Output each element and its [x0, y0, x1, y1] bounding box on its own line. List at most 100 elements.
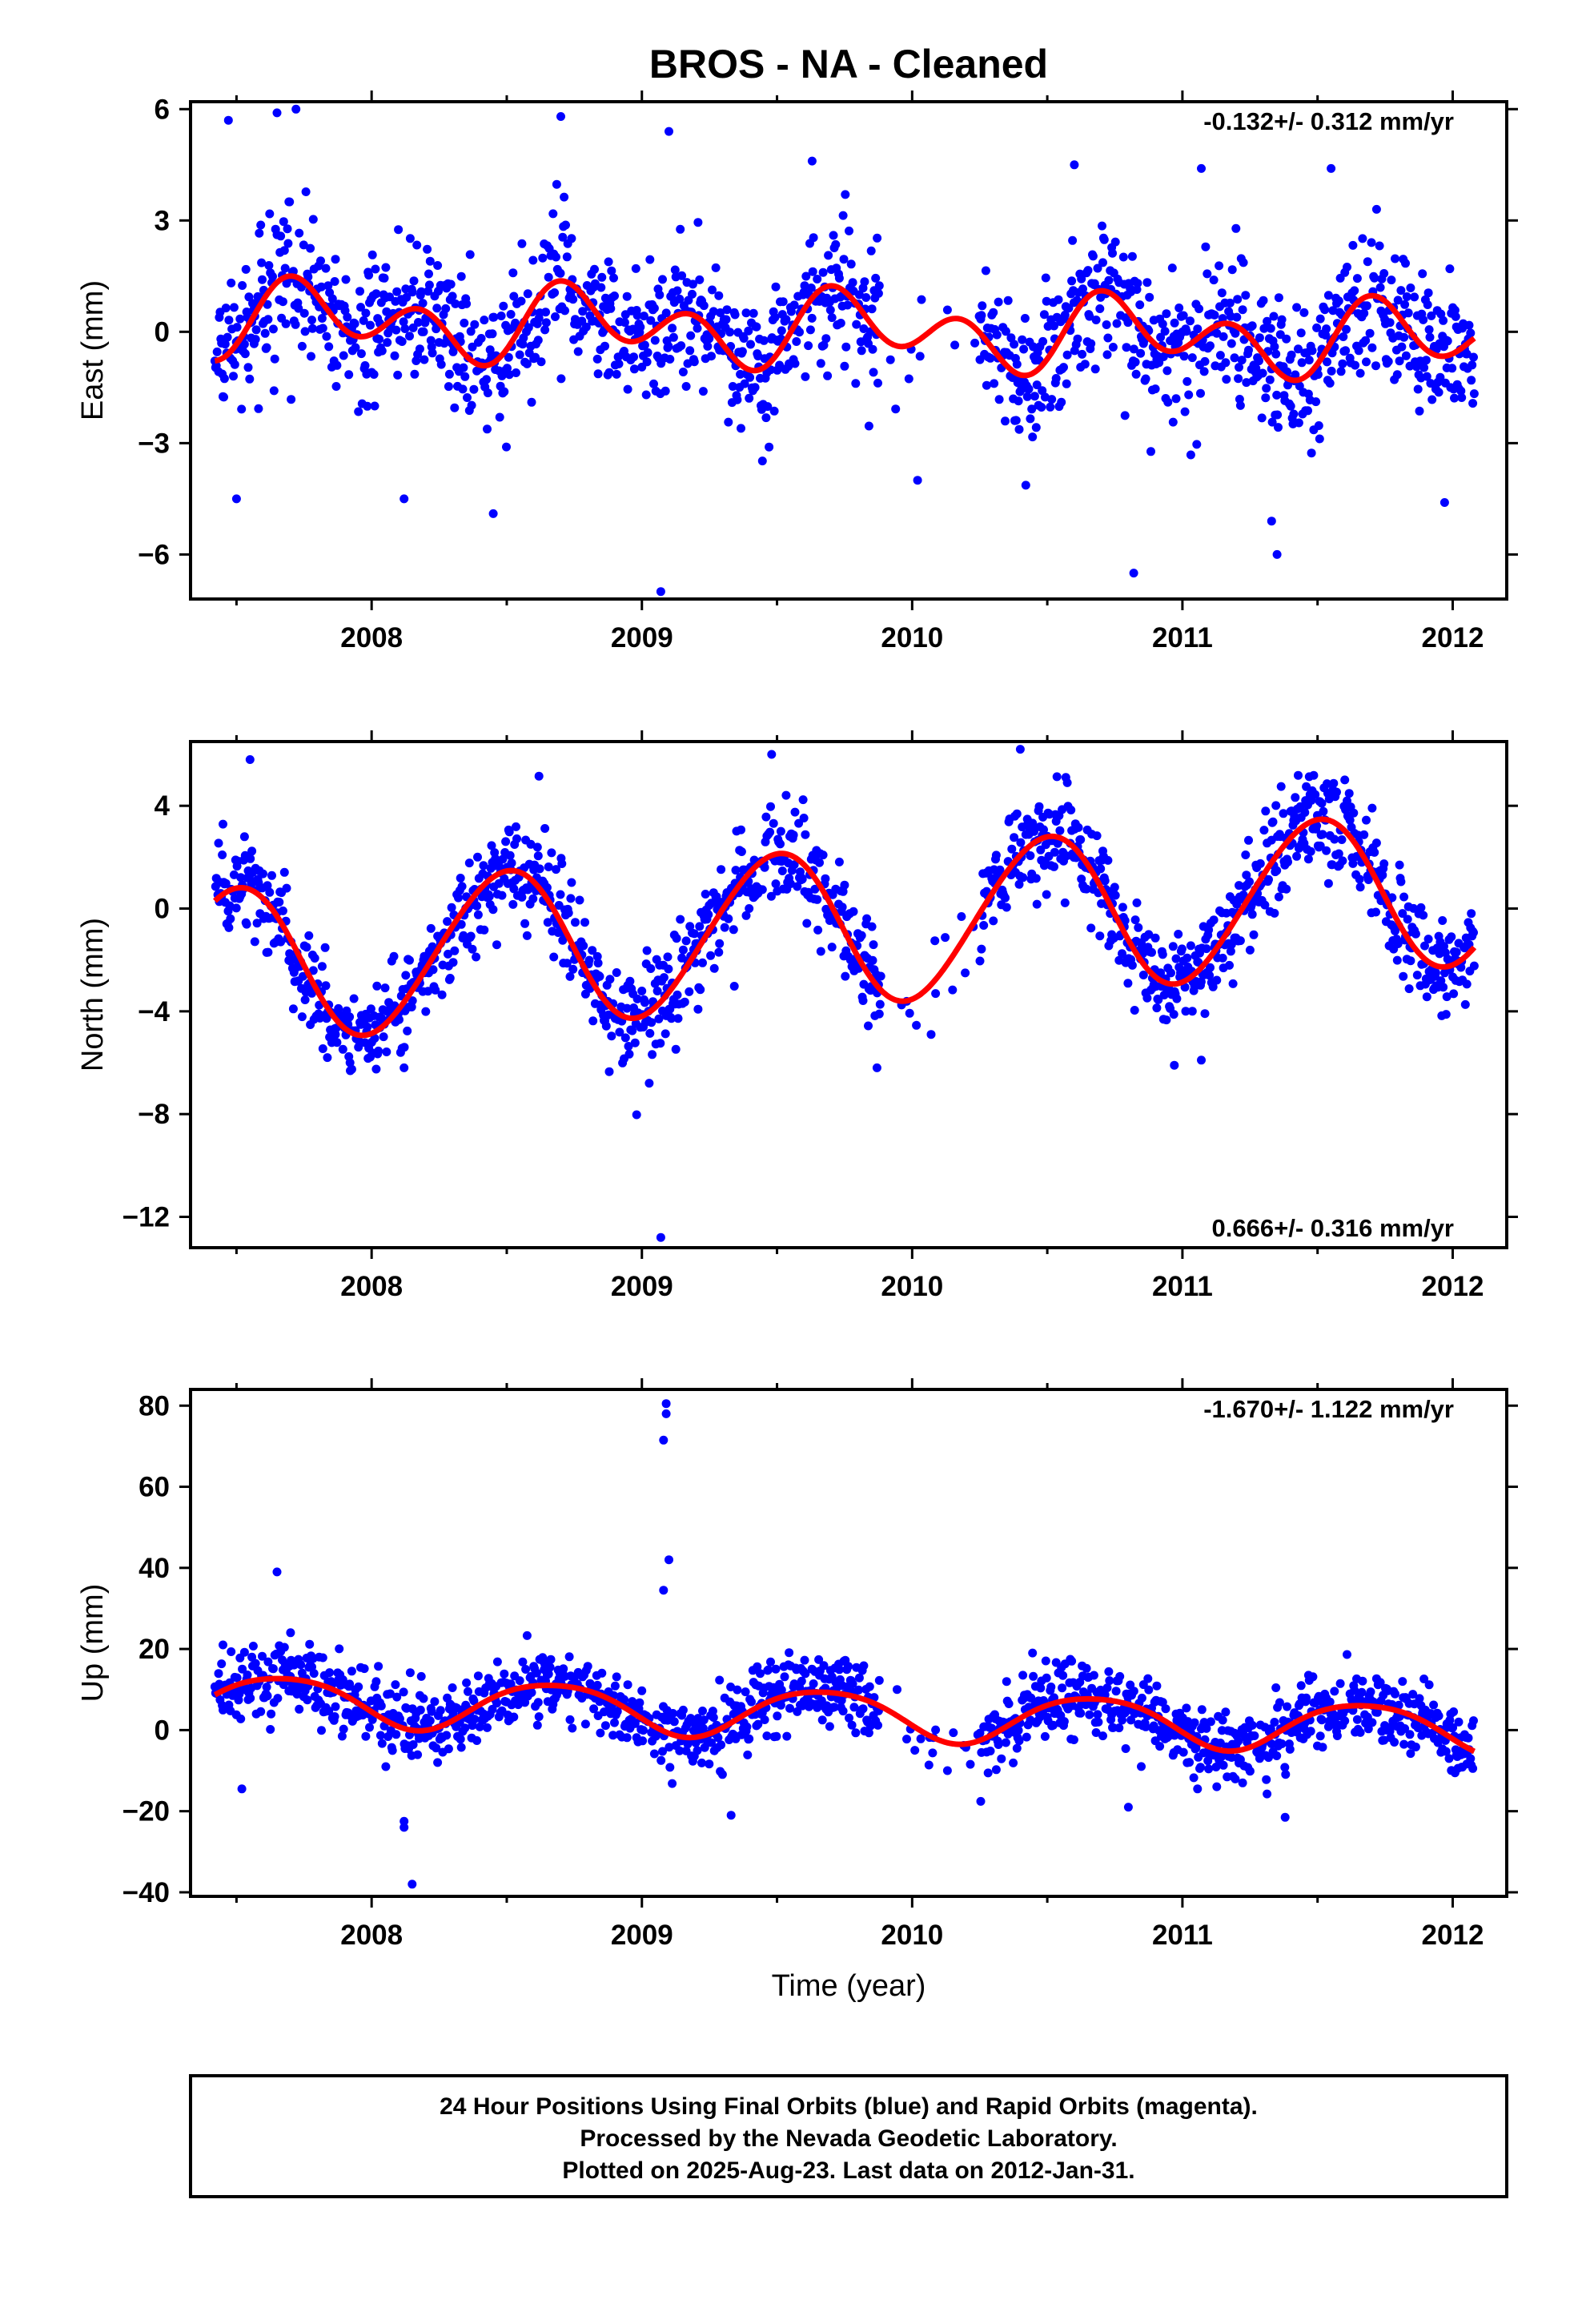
data-point: [566, 894, 576, 903]
data-point: [785, 1703, 794, 1713]
plot-frame: [189, 1388, 1508, 1898]
data-point: [527, 397, 536, 407]
data-point: [383, 338, 392, 348]
data-point: [295, 1704, 304, 1714]
data-point: [1242, 378, 1251, 388]
data-point: [762, 1731, 772, 1741]
data-point: [1249, 930, 1259, 939]
data-point: [483, 424, 492, 434]
data-point: [1062, 350, 1072, 360]
data-point: [497, 891, 507, 900]
data-point: [303, 272, 313, 282]
data-point: [1423, 288, 1433, 298]
data-point: [470, 320, 480, 329]
data-point: [1332, 1731, 1342, 1740]
data-point: [1222, 375, 1231, 384]
data-point: [1100, 876, 1110, 886]
data-point: [1215, 261, 1224, 271]
data-point: [831, 239, 841, 249]
data-point: [1103, 333, 1113, 343]
data-point: [1182, 376, 1192, 386]
data-point: [1404, 984, 1414, 994]
data-point: [876, 971, 885, 981]
data-point: [671, 1044, 681, 1054]
data-point: [1274, 892, 1283, 902]
data-point: [1118, 252, 1128, 262]
data-point: [902, 1735, 911, 1744]
data-point: [588, 1016, 598, 1026]
data-point: [625, 976, 635, 986]
data-point: [1294, 770, 1303, 780]
data-point: [238, 1664, 247, 1674]
data-point: [527, 1688, 536, 1697]
data-point: [1085, 1710, 1094, 1719]
data-point: [689, 929, 699, 939]
data-point: [1193, 1784, 1203, 1794]
data-point: [450, 403, 460, 412]
data-point: [623, 384, 632, 394]
data-point: [766, 802, 775, 811]
data-point: [484, 891, 494, 901]
data-point: [685, 987, 694, 996]
data-point: [323, 1053, 332, 1063]
data-point: [1027, 404, 1037, 414]
data-point: [507, 858, 516, 868]
data-point: [268, 1664, 278, 1674]
data-point: [466, 327, 476, 336]
data-point: [609, 273, 618, 283]
data-point: [845, 1713, 853, 1723]
data-point: [642, 946, 652, 955]
data-point: [1247, 910, 1257, 919]
data-point: [400, 324, 410, 333]
data-point: [1241, 291, 1251, 300]
data-point: [656, 1755, 666, 1765]
data-point: [1126, 1715, 1136, 1725]
data-point: [325, 1668, 335, 1678]
data-point: [580, 918, 589, 927]
y-tick-label: 80: [139, 1390, 170, 1421]
data-point: [1312, 323, 1322, 332]
data-point: [1272, 1751, 1282, 1760]
data-point: [433, 1758, 443, 1767]
data-point: [773, 1711, 782, 1721]
data-point: [632, 1110, 641, 1120]
data-point: [764, 1665, 773, 1675]
data-point: [1127, 251, 1137, 261]
data-point: [1406, 956, 1415, 966]
data-point: [1387, 275, 1396, 285]
data-point: [1451, 312, 1460, 321]
data-point: [567, 878, 576, 887]
data-point: [1296, 328, 1306, 338]
data-point: [665, 1743, 674, 1752]
data-point: [259, 869, 267, 879]
data-point: [265, 209, 275, 219]
data-point: [339, 1724, 348, 1734]
data-point: [1318, 830, 1327, 839]
data-point: [405, 955, 414, 965]
data-point: [976, 1796, 986, 1806]
data-point: [1334, 296, 1343, 306]
data-point: [1228, 979, 1238, 988]
data-point: [1340, 775, 1350, 785]
data-point: [1260, 900, 1270, 910]
data-point: [1421, 356, 1431, 365]
data-point: [509, 884, 519, 894]
data-point: [1271, 349, 1281, 359]
data-point: [279, 867, 289, 877]
data-point: [864, 421, 873, 431]
data-point: [1468, 1763, 1478, 1773]
data-point: [790, 359, 800, 368]
outlier-point: [872, 1063, 881, 1072]
data-point: [1244, 835, 1253, 845]
data-point: [668, 1779, 677, 1788]
data-point: [742, 1722, 752, 1731]
data-point: [367, 250, 377, 259]
data-point: [809, 233, 818, 243]
data-point: [243, 1671, 252, 1679]
data-point: [714, 291, 724, 300]
y-tick-label: −8: [138, 1099, 170, 1130]
data-point: [364, 271, 374, 280]
data-point: [1467, 909, 1476, 919]
data-point: [1425, 332, 1435, 342]
